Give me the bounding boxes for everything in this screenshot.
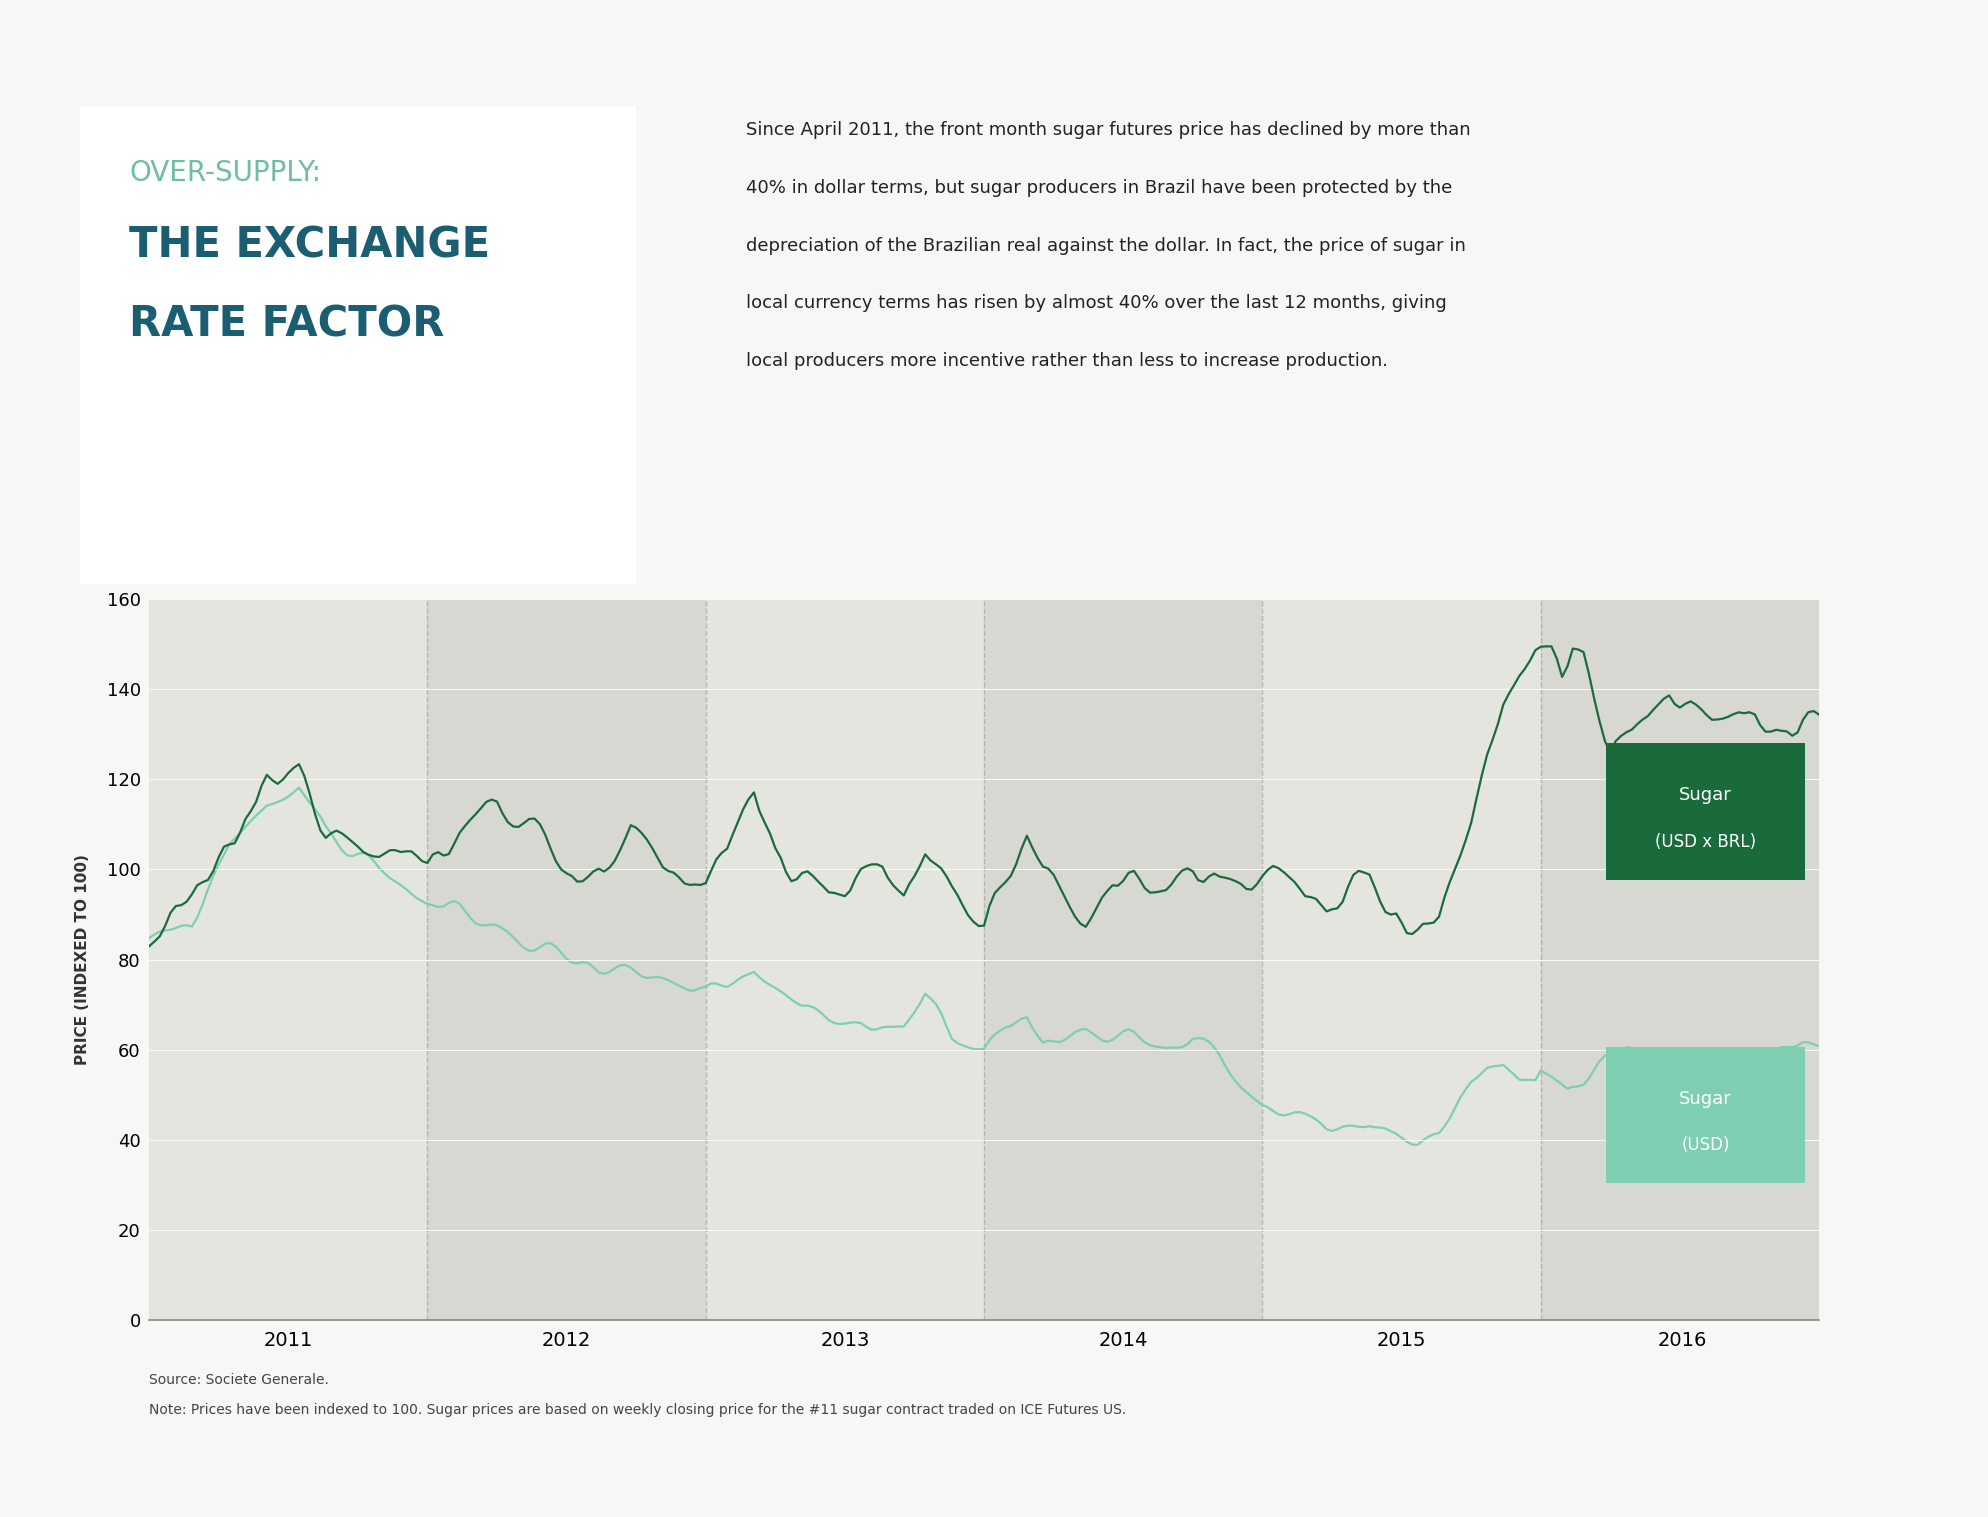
Text: local currency terms has risen by almost 40% over the last 12 months, giving: local currency terms has risen by almost… xyxy=(746,294,1445,313)
Bar xyxy=(1541,599,1825,1320)
Text: Since April 2011, the front month sugar futures price has declined by more than: Since April 2011, the front month sugar … xyxy=(746,121,1469,140)
Text: depreciation of the Brazilian real against the dollar. In fact, the price of sug: depreciation of the Brazilian real again… xyxy=(746,237,1465,255)
Text: Note: Prices have been indexed to 100. Sugar prices are based on weekly closing : Note: Prices have been indexed to 100. S… xyxy=(149,1403,1127,1417)
Bar xyxy=(427,599,706,1320)
Bar xyxy=(149,599,427,1320)
Text: Source: Societe Generale.: Source: Societe Generale. xyxy=(149,1373,328,1387)
Y-axis label: PRICE (INDEXED TO 100): PRICE (INDEXED TO 100) xyxy=(76,854,89,1065)
Text: OVER-SUPPLY:: OVER-SUPPLY: xyxy=(129,159,322,187)
Text: local producers more incentive rather than less to increase production.: local producers more incentive rather th… xyxy=(746,352,1388,370)
Text: Sugar: Sugar xyxy=(1680,1089,1732,1107)
Bar xyxy=(706,599,984,1320)
Text: 40% in dollar terms, but sugar producers in Brazil have been protected by the: 40% in dollar terms, but sugar producers… xyxy=(746,179,1451,197)
Bar xyxy=(1262,599,1541,1320)
Text: (USD): (USD) xyxy=(1682,1136,1730,1154)
Text: (USD x BRL): (USD x BRL) xyxy=(1656,833,1755,851)
Bar xyxy=(984,599,1262,1320)
Text: RATE FACTOR: RATE FACTOR xyxy=(129,303,445,346)
Text: THE EXCHANGE: THE EXCHANGE xyxy=(129,225,491,267)
Text: Sugar: Sugar xyxy=(1680,786,1732,804)
